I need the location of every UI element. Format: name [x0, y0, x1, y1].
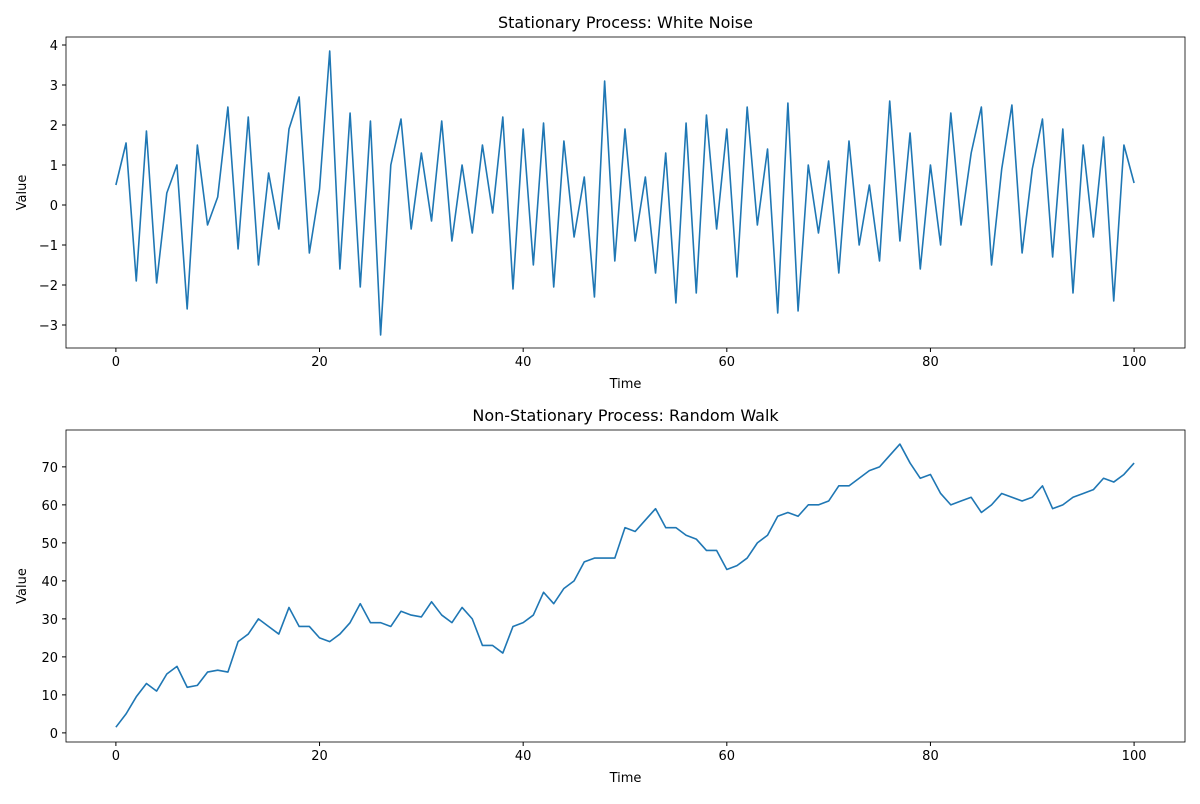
y-tick-label: 3	[50, 79, 58, 94]
chart-title: Stationary Process: White Noise	[498, 13, 753, 32]
y-tick-label: 20	[41, 651, 58, 666]
x-axis-label: Time	[609, 377, 642, 392]
y-tick-label: 2	[50, 119, 58, 134]
y-tick-label: 70	[41, 461, 58, 476]
y-tick-label: −3	[39, 319, 58, 334]
x-tick-label: 40	[515, 749, 532, 764]
y-axis-label: Value	[15, 568, 30, 604]
y-tick-label: −2	[39, 279, 58, 294]
x-tick-label: 100	[1122, 355, 1147, 370]
y-tick-label: 60	[41, 499, 58, 514]
x-tick-label: 0	[112, 355, 120, 370]
y-tick-label: 30	[41, 613, 58, 628]
y-axis-label: Value	[15, 175, 30, 211]
y-tick-label: 0	[50, 727, 58, 742]
plot-frame	[65, 429, 1186, 743]
x-tick-label: 20	[311, 749, 328, 764]
data-line	[115, 443, 1135, 728]
x-tick-label: 20	[311, 355, 328, 370]
y-tick-label: 1	[50, 159, 58, 174]
y-tick-label: 4	[50, 39, 58, 54]
x-tick-label: 80	[922, 355, 939, 370]
x-axis-label: Time	[609, 771, 642, 786]
data-line	[115, 50, 1135, 336]
x-tick-label: 80	[922, 749, 939, 764]
chart-title: Non-Stationary Process: Random Walk	[472, 406, 779, 425]
x-tick-label: 60	[719, 355, 736, 370]
x-tick-label: 40	[515, 355, 532, 370]
y-tick-label: 10	[41, 689, 58, 704]
plot-frame	[65, 36, 1186, 349]
x-tick-label: 60	[719, 749, 736, 764]
y-tick-label: 40	[41, 575, 58, 590]
x-tick-label: 100	[1122, 749, 1147, 764]
y-tick-label: 50	[41, 537, 58, 552]
y-tick-label: −1	[39, 239, 58, 254]
y-tick-label: 0	[50, 199, 58, 214]
x-tick-label: 0	[112, 749, 120, 764]
